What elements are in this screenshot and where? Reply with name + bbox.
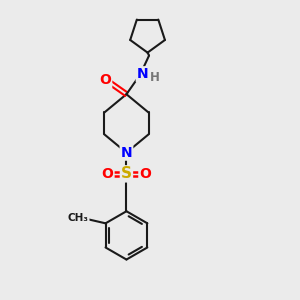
Text: H: H <box>150 71 160 84</box>
Text: N: N <box>137 67 148 81</box>
Text: S: S <box>121 166 132 181</box>
Text: CH₃: CH₃ <box>68 213 89 223</box>
Text: O: O <box>99 74 111 88</box>
Text: N: N <box>121 146 132 160</box>
Text: O: O <box>140 167 151 181</box>
Text: O: O <box>102 167 113 181</box>
